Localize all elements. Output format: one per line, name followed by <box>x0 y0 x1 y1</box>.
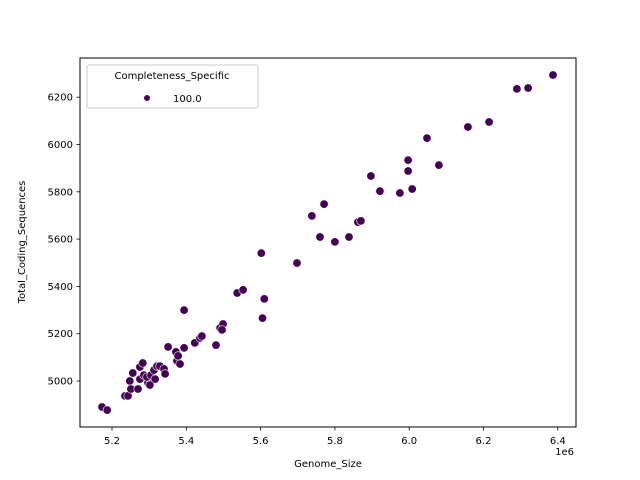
data-point <box>256 248 266 258</box>
y-axis-ticks: 5000 5200 5400 5600 5800 6000 6200 <box>48 93 80 388</box>
y-tick-label: 5200 <box>48 329 73 340</box>
data-point <box>307 211 317 221</box>
data-point <box>523 83 533 93</box>
data-point <box>150 374 160 384</box>
data-point <box>257 313 267 323</box>
data-point <box>315 232 325 242</box>
data-point <box>179 343 189 353</box>
data-point <box>403 166 413 176</box>
data-point <box>238 285 248 295</box>
data-point <box>407 184 417 194</box>
data-point <box>160 369 170 379</box>
data-point <box>259 294 269 304</box>
x-tick-label: 6.2 <box>476 436 492 447</box>
y-tick-label: 6200 <box>48 93 73 104</box>
data-point <box>319 199 329 209</box>
x-tick-label: 5.8 <box>327 436 343 447</box>
legend-marker-icon <box>144 95 150 101</box>
data-point <box>138 358 148 368</box>
data-points <box>97 70 558 415</box>
data-point <box>422 133 432 143</box>
y-axis-label: Total_Coding_Sequences <box>17 181 28 305</box>
data-point <box>548 70 558 80</box>
y-tick-label: 5400 <box>48 282 73 293</box>
data-point <box>217 325 227 335</box>
x-axis-ticks: 5.2 5.4 5.6 5.8 6.0 6.2 6.4 <box>104 427 566 447</box>
data-point <box>128 368 138 378</box>
data-point <box>356 216 366 226</box>
x-tick-label: 6.0 <box>401 436 417 447</box>
axes-frame <box>79 57 577 428</box>
x-tick-label: 6.4 <box>550 436 566 447</box>
data-point <box>375 186 385 196</box>
y-tick-label: 6000 <box>48 140 73 151</box>
data-point <box>292 258 302 268</box>
data-point <box>395 188 405 198</box>
data-point <box>175 359 185 369</box>
x-axis-offset-label: 1e6 <box>555 447 574 458</box>
data-point <box>330 237 340 247</box>
legend-entry-label: 100.0 <box>173 94 202 105</box>
data-point <box>484 117 494 127</box>
y-tick-label: 5800 <box>48 187 73 198</box>
data-point <box>163 342 173 352</box>
data-point <box>133 384 143 394</box>
y-tick-label: 5000 <box>48 377 73 388</box>
data-point <box>366 171 376 181</box>
data-point <box>102 405 112 415</box>
legend-title: Completeness_Specific <box>114 71 229 82</box>
x-tick-label: 5.2 <box>104 436 120 447</box>
legend: Completeness_Specific 100.0 <box>86 64 259 109</box>
data-point <box>403 155 413 165</box>
data-point <box>179 305 189 315</box>
data-point <box>512 84 522 94</box>
data-point <box>145 380 155 390</box>
data-point <box>463 122 473 132</box>
x-tick-label: 5.6 <box>253 436 269 447</box>
y-tick-label: 5600 <box>48 235 73 246</box>
data-point <box>211 340 221 350</box>
data-point <box>173 351 183 361</box>
data-point <box>197 331 207 341</box>
data-point <box>434 160 444 170</box>
x-axis-label: Genome_Size <box>294 459 362 470</box>
x-tick-label: 5.4 <box>178 436 194 447</box>
data-point <box>344 232 354 242</box>
legend-box <box>86 64 259 109</box>
data-point <box>125 376 135 386</box>
